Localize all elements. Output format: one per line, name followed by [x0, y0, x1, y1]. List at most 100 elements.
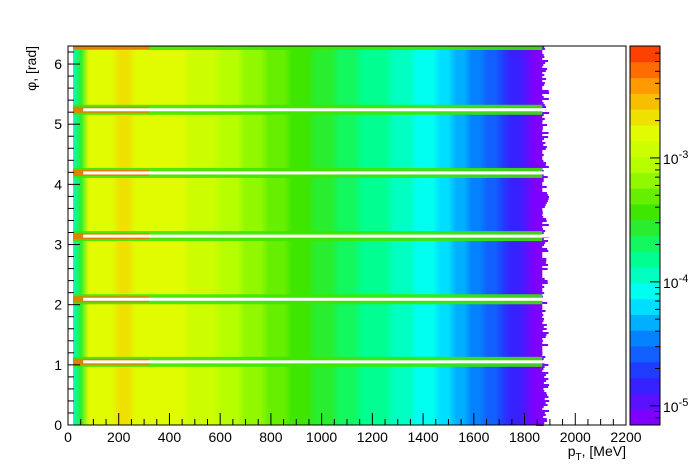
- edge-fluctuation: [536, 390, 545, 392]
- colorbar-cell: [630, 188, 660, 205]
- edge-fluctuation: [536, 150, 541, 152]
- edge-fluctuation: [536, 352, 543, 354]
- edge-fluctuation: [536, 102, 544, 104]
- edge-fluctuation: [536, 206, 545, 208]
- edge-fluctuation: [536, 218, 547, 220]
- edge-fluctuation: [536, 418, 547, 420]
- colorbar-cell: [630, 282, 660, 300]
- edge-fluctuation: [536, 420, 548, 422]
- gap-band: [73, 356, 566, 367]
- edge-fluctuation: [536, 156, 541, 158]
- edge-fluctuation: [536, 260, 547, 262]
- edge-fluctuation: [536, 318, 545, 320]
- edge-fluctuation: [536, 116, 542, 118]
- edge-fluctuation: [536, 136, 549, 138]
- edge-fluctuation: [536, 422, 545, 424]
- edge-fluctuation: [536, 264, 548, 266]
- edge-fluctuation: [536, 270, 541, 272]
- edge-fluctuation: [536, 70, 546, 72]
- edge-fluctuation: [536, 392, 547, 394]
- edge-fluctuation: [536, 400, 550, 402]
- x-tick-label: 2000: [560, 429, 591, 445]
- edge-fluctuation: [536, 394, 548, 396]
- colorbar-cell: [630, 156, 660, 173]
- edge-fluctuation: [536, 332, 549, 334]
- edge-fluctuation: [536, 288, 540, 290]
- y-tick-label: 4: [54, 176, 62, 192]
- edge-fluctuation: [536, 94, 541, 96]
- colorbar-cell: [630, 361, 660, 379]
- colorbar-cell: [630, 61, 660, 79]
- edge-fluctuation: [536, 366, 545, 368]
- edge-fluctuation: [536, 274, 541, 276]
- edge-fluctuation: [536, 248, 548, 250]
- x-tick-label: 800: [259, 429, 283, 445]
- y-axis-label: φ, [rad]: [23, 46, 39, 91]
- edge-fluctuation: [536, 72, 541, 74]
- edge-fluctuation: [536, 338, 542, 340]
- x-tick-label: 0: [64, 429, 72, 445]
- edge-fluctuation: [536, 408, 541, 410]
- y-tick-label: 5: [54, 116, 62, 132]
- colorbar-cell: [630, 235, 660, 252]
- colorbar-cell: [630, 93, 660, 110]
- edge-fluctuation: [536, 114, 544, 116]
- edge-fluctuation: [536, 148, 546, 150]
- edge-fluctuation: [536, 192, 547, 194]
- gap-band: [73, 46, 543, 50]
- y-tick-label: 0: [54, 417, 62, 433]
- edge-fluctuation: [536, 266, 542, 268]
- colorbar-cell: [630, 124, 660, 142]
- colorbar-cell: [630, 346, 660, 363]
- edge-fluctuation: [536, 122, 541, 124]
- edge-fluctuation: [536, 84, 545, 86]
- edge-fluctuation: [536, 80, 541, 82]
- edge-fluctuation: [536, 416, 544, 418]
- x-tick-label: 1800: [509, 429, 540, 445]
- edge-fluctuation: [536, 372, 549, 374]
- edge-fluctuation: [536, 378, 549, 380]
- edge-fluctuation: [536, 290, 543, 292]
- edge-fluctuation: [536, 194, 548, 196]
- edge-fluctuation: [536, 158, 540, 160]
- y-tick-label: 2: [54, 297, 62, 313]
- edge-fluctuation: [536, 62, 546, 64]
- edge-fluctuation: [536, 252, 542, 254]
- y-tick-label: 3: [54, 237, 62, 253]
- edge-fluctuation: [536, 316, 541, 318]
- edge-fluctuation: [536, 90, 549, 92]
- edge-fluctuation: [536, 88, 540, 90]
- edge-fluctuation: [536, 336, 546, 338]
- edge-fluctuation: [536, 306, 541, 308]
- x-tick-label: 600: [209, 429, 233, 445]
- edge-fluctuation: [536, 126, 543, 128]
- colorbar-cell: [630, 393, 660, 410]
- edge-fluctuation: [536, 180, 544, 182]
- edge-fluctuation: [536, 56, 545, 58]
- colorbar-tick-label: 10-3: [663, 149, 688, 167]
- edge-fluctuation: [536, 78, 547, 80]
- edge-fluctuation: [536, 198, 549, 200]
- edge-fluctuation: [536, 152, 542, 154]
- edge-fluctuation: [536, 182, 542, 184]
- edge-fluctuation: [536, 68, 548, 70]
- edge-fluctuation: [536, 344, 549, 346]
- edge-fluctuation: [536, 112, 550, 114]
- edge-fluctuation: [536, 200, 548, 202]
- edge-fluctuation: [536, 414, 546, 416]
- edge-fluctuation: [536, 162, 547, 164]
- edge-fluctuation: [536, 346, 541, 348]
- edge-fluctuation: [536, 118, 545, 120]
- edge-fluctuation: [536, 280, 548, 282]
- colorbar-cell: [630, 46, 660, 63]
- edge-fluctuation: [536, 292, 545, 294]
- edge-fluctuation: [536, 312, 541, 314]
- gap-core: [83, 360, 566, 364]
- edge-fluctuation: [536, 380, 547, 382]
- edge-fluctuation: [536, 410, 550, 412]
- edge-fluctuation: [536, 96, 544, 98]
- colorbar-tick-label: 10-5: [663, 397, 688, 415]
- edge-fluctuation: [536, 308, 540, 310]
- edge-fluctuation: [536, 304, 541, 306]
- edge-fluctuation: [536, 364, 549, 366]
